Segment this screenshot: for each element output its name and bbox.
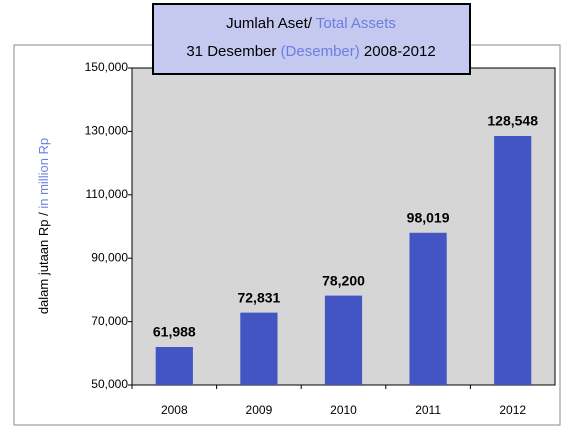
value-label: 61,988 — [153, 324, 196, 340]
y-axis-label: dalam jutaan Rp / in million Rp — [36, 138, 51, 314]
x-tick-label: 2009 — [246, 403, 273, 417]
y-label-en: in million Rp — [36, 138, 51, 209]
title-en: Total Assets — [316, 15, 396, 32]
subtitle: (Desember) — [281, 43, 360, 60]
x-tick-label: 2008 — [161, 403, 188, 417]
bar — [324, 295, 363, 385]
x-tick-label: 2012 — [499, 403, 526, 417]
subtitle: 2008-2012 — [364, 43, 436, 60]
x-tick-label: 2010 — [330, 403, 357, 417]
chart-title: Jumlah Aset/ Total Assets — [226, 15, 396, 32]
y-tick-label: 130,000 — [85, 124, 129, 138]
bar — [494, 136, 532, 385]
x-tick-label: 2011 — [415, 403, 441, 417]
y-label: dalam jutaan Rp / — [36, 212, 51, 314]
y-tick-label: 50,000 — [91, 377, 128, 391]
y-tick-label: 150,000 — [85, 60, 129, 74]
marks: 50,000 70,000 90,000 110,000 130,000 150,000 2… — [85, 60, 539, 417]
title-box — [152, 3, 471, 75]
bar — [155, 346, 193, 385]
title: Jumlah Aset/ — [226, 15, 313, 32]
value-label: 98,019 — [407, 209, 450, 225]
y-tick-label: 110,000 — [86, 187, 129, 201]
subtitle: 31 Desember — [186, 43, 276, 60]
bar — [409, 232, 447, 385]
value-label: 72,831 — [237, 289, 280, 305]
y-tick-label: 70,000 — [91, 314, 128, 328]
value-label: 78,200 — [322, 272, 365, 288]
bar — [240, 312, 278, 385]
y-tick-label: 90,000 — [91, 250, 128, 264]
value-label: 128,548 — [487, 113, 538, 129]
chart-subtitle: 31 Desember (Desember) 2008-2012 — [186, 43, 435, 60]
